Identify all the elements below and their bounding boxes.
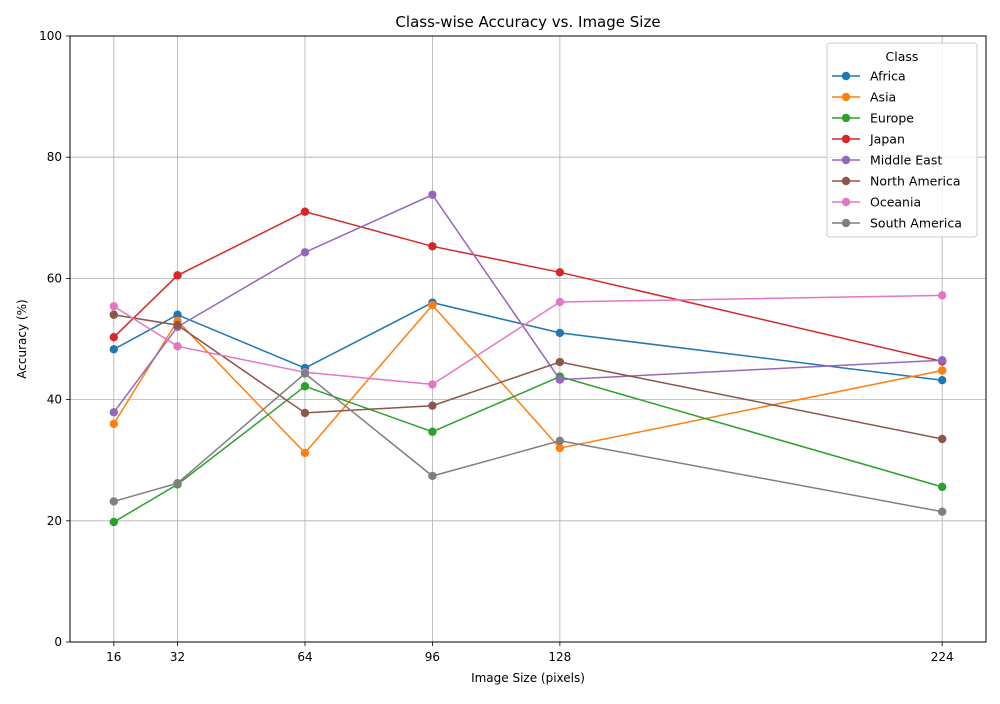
data-point-europe bbox=[937, 482, 947, 492]
x-tick-label: 32 bbox=[170, 650, 185, 664]
data-point-north-america bbox=[173, 320, 182, 330]
data-point-north-america bbox=[555, 357, 565, 367]
legend-item-asia: Asia bbox=[832, 90, 896, 105]
data-point-japan bbox=[300, 207, 310, 216]
legend-label: North America bbox=[870, 174, 961, 189]
x-axis-title: Image Size (pixels) bbox=[471, 671, 585, 685]
y-tick-label: 0 bbox=[54, 635, 62, 649]
data-point-middle-east bbox=[937, 356, 947, 365]
legend-label: Oceania bbox=[870, 195, 921, 210]
legend-label: Middle East bbox=[870, 153, 942, 168]
data-point-africa bbox=[555, 328, 565, 338]
y-tick-label: 60 bbox=[47, 271, 62, 285]
data-point-japan bbox=[555, 268, 565, 277]
legend-item-north-america: North America bbox=[832, 174, 961, 189]
legend-item-europe: Europe bbox=[832, 111, 914, 126]
data-point-oceania bbox=[937, 291, 947, 300]
data-point-africa bbox=[109, 345, 119, 354]
legend-swatch-marker bbox=[841, 92, 851, 102]
data-point-middle-east bbox=[109, 408, 119, 417]
legend-box bbox=[826, 42, 978, 238]
data-point-south-america bbox=[428, 471, 437, 481]
data-point-oceania bbox=[555, 297, 565, 307]
data-point-oceania bbox=[109, 302, 119, 311]
legend-swatch-marker bbox=[841, 218, 851, 228]
plot-frame bbox=[69, 35, 987, 643]
legend-item-middle-east: Middle East bbox=[832, 153, 942, 168]
data-point-japan bbox=[109, 332, 119, 342]
data-point-africa bbox=[173, 310, 182, 319]
data-point-middle-east bbox=[555, 375, 565, 384]
data-point-middle-east bbox=[428, 190, 437, 199]
legend-label: South America bbox=[870, 216, 962, 231]
data-point-south-america bbox=[937, 507, 947, 516]
legend-swatch-marker bbox=[841, 113, 851, 123]
x-tick-label: 16 bbox=[106, 650, 121, 664]
data-point-africa bbox=[937, 376, 947, 385]
y-tick-label: 40 bbox=[47, 393, 62, 407]
y-tick-label: 20 bbox=[47, 514, 62, 528]
series-line-oceania bbox=[113, 294, 943, 386]
legend-item-south-america: South America bbox=[832, 216, 962, 231]
data-point-europe bbox=[428, 427, 437, 436]
data-point-asia bbox=[300, 448, 310, 458]
axis-ticks: 16 32 64 96 128 224 0 20 40 60 80 100 bbox=[39, 29, 954, 664]
data-point-europe bbox=[109, 517, 119, 527]
legend-swatch-marker bbox=[841, 155, 851, 165]
data-point-europe bbox=[300, 382, 310, 391]
data-point-south-america bbox=[555, 436, 565, 446]
x-tick-label: 64 bbox=[297, 650, 312, 664]
series-line-north-america bbox=[113, 314, 943, 440]
series-line-south-america bbox=[113, 372, 943, 513]
series-oceania bbox=[109, 291, 947, 389]
data-point-asia bbox=[555, 443, 565, 453]
y-tick-label: 80 bbox=[47, 150, 62, 164]
legend-item-africa: Africa bbox=[832, 69, 906, 84]
series-middle-east bbox=[109, 190, 947, 417]
data-point-japan bbox=[173, 271, 182, 280]
data-point-asia bbox=[109, 419, 119, 429]
series-line-japan bbox=[113, 210, 943, 363]
data-point-oceania bbox=[173, 342, 182, 351]
data-point-asia bbox=[937, 366, 947, 375]
x-tick-label: 224 bbox=[931, 650, 954, 664]
data-point-north-america bbox=[300, 408, 310, 418]
data-point-north-america bbox=[428, 401, 437, 410]
data-point-south-america bbox=[109, 497, 119, 506]
data-point-south-america bbox=[173, 479, 182, 488]
legend-swatch-marker bbox=[841, 134, 851, 144]
data-point-japan bbox=[428, 242, 437, 251]
y-axis-title: Accuracy (%) bbox=[15, 299, 29, 378]
legend-item-oceania: Oceania bbox=[832, 195, 921, 210]
x-tick-label: 96 bbox=[425, 650, 440, 664]
legend-title: Class bbox=[886, 49, 919, 64]
data-point-south-america bbox=[300, 369, 310, 378]
series-line-middle-east bbox=[113, 193, 943, 413]
legend-swatch-marker bbox=[841, 197, 851, 207]
legend-items: Africa Asia Europe Japan Middle East North Am… bbox=[832, 69, 962, 231]
legend-item-japan: Japan bbox=[832, 132, 905, 147]
legend-label: Europe bbox=[870, 111, 914, 126]
legend-swatch-marker bbox=[841, 71, 851, 81]
series-line-africa bbox=[113, 301, 943, 381]
data-point-asia bbox=[428, 300, 437, 310]
chart-title: Class-wise Accuracy vs. Image Size bbox=[395, 13, 660, 31]
series-south-america bbox=[109, 369, 947, 516]
data-point-oceania bbox=[428, 380, 437, 389]
legend-label: Africa bbox=[870, 69, 906, 84]
x-tick-label: 128 bbox=[548, 650, 571, 664]
data-point-north-america bbox=[109, 310, 119, 319]
data-point-north-america bbox=[937, 434, 947, 444]
legend-label: Asia bbox=[870, 90, 896, 105]
legend-label: Japan bbox=[869, 132, 905, 147]
data-point-middle-east bbox=[300, 248, 310, 257]
series-north-america bbox=[109, 310, 947, 444]
y-tick-label: 100 bbox=[39, 29, 62, 43]
series-lines bbox=[109, 190, 947, 527]
legend-swatch-marker bbox=[841, 176, 851, 186]
series-africa bbox=[109, 298, 947, 385]
legend: Class Africa Asia Europe Japan Middle East No… bbox=[826, 42, 978, 238]
